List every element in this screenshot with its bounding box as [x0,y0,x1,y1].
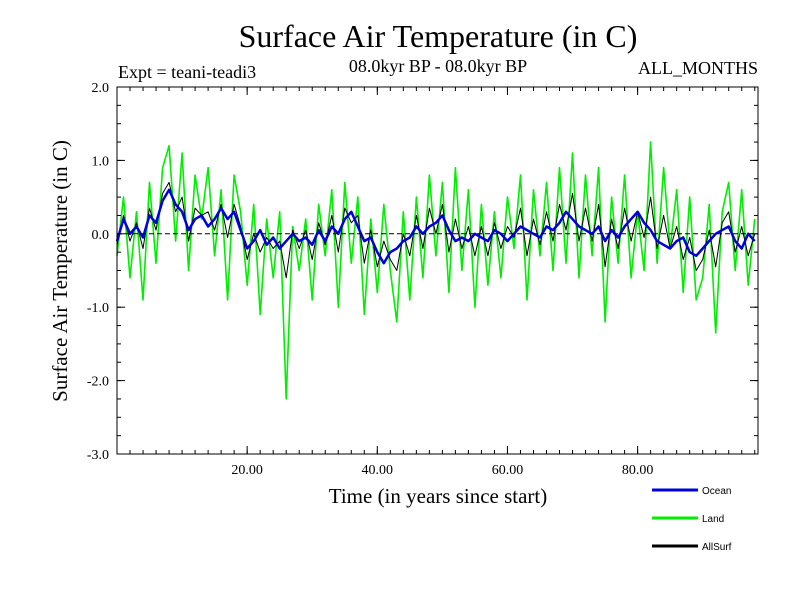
y-tick-label: -1.0 [87,301,109,316]
x-tick-label: 60.00 [492,463,524,478]
series-layer [115,141,756,400]
series-line-ocean [115,188,756,265]
legend-label-allsurf: AllSurf [702,542,732,553]
period-label: 08.0kyr BP - 08.0kyr BP [349,56,527,76]
y-tick-label: 0.0 [92,228,110,243]
legend: Ocean Land AllSurf [652,486,732,553]
y-tick-label: 2.0 [92,81,110,96]
x-tick-label: 80.00 [622,463,654,478]
experiment-label: Expt = teani-teadi3 [118,62,256,82]
x-tick-label: 40.00 [362,463,394,478]
y-tick-label: -3.0 [87,448,109,463]
y-tick-label: 1.0 [92,154,110,169]
chart-title: Surface Air Temperature (in C) [239,18,638,54]
x-tick-label: 20.00 [231,463,263,478]
axis-layer: 2.0 1.0 0.0 -1.0 -2.0 -3.0 20.00 40.00 60.00 80.0… [87,81,758,478]
y-tick-label: -2.0 [87,375,109,390]
legend-label-land: Land [702,514,724,525]
series-line-land [116,141,756,400]
months-label: ALL_MONTHS [638,58,758,78]
series-line-allsurf [116,181,756,279]
x-axis-label: Time (in years since start) [329,484,548,508]
plot-frame [116,86,759,455]
legend-label-ocean: Ocean [702,486,731,497]
y-axis-label: Surface Air Temperature (in C) [48,140,72,402]
